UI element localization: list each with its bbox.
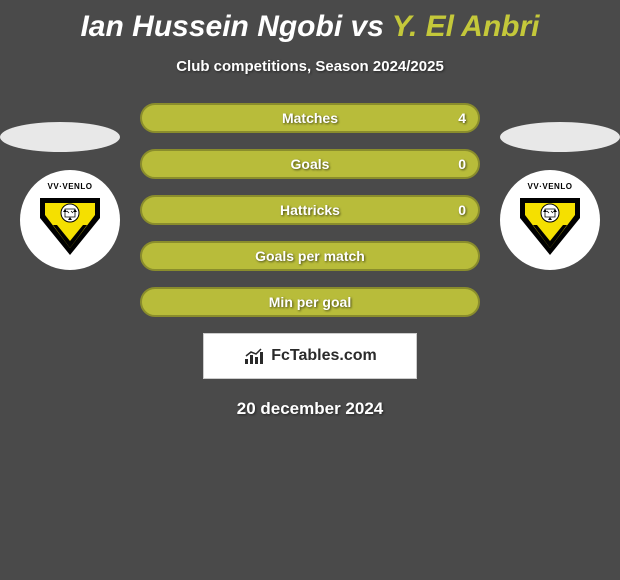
player1-club-badge: VV·VENLO bbox=[20, 170, 120, 270]
stat-label: Matches bbox=[282, 110, 338, 126]
chart-icon bbox=[243, 347, 265, 365]
player2-club-badge: VV·VENLO bbox=[500, 170, 600, 270]
stat-row-goals: Goals 0 bbox=[140, 149, 480, 179]
badge-shield bbox=[515, 193, 585, 258]
badge-circle: VV·VENLO bbox=[20, 170, 120, 270]
player2-ellipse bbox=[500, 122, 620, 152]
stat-row-matches: Matches 4 bbox=[140, 103, 480, 133]
fctables-attribution: FcTables.com bbox=[203, 333, 417, 379]
stat-label: Min per goal bbox=[269, 294, 351, 310]
player2-name: Y. El Anbri bbox=[392, 10, 540, 43]
stat-label: Goals bbox=[291, 156, 330, 172]
stat-value-right: 4 bbox=[458, 110, 466, 126]
stat-value-right: 0 bbox=[458, 202, 466, 218]
stat-row-goals-per-match: Goals per match bbox=[140, 241, 480, 271]
badge-club-text: VV·VENLO bbox=[528, 182, 573, 191]
badge-circle: VV·VENLO bbox=[500, 170, 600, 270]
vs-text: vs bbox=[351, 10, 384, 43]
badge-shield bbox=[35, 193, 105, 258]
fctables-label: FcTables.com bbox=[271, 347, 377, 365]
stats-container: Matches 4 Goals 0 Hattricks 0 Goals per … bbox=[140, 103, 480, 317]
stat-row-min-per-goal: Min per goal bbox=[140, 287, 480, 317]
subtitle: Club competitions, Season 2024/2025 bbox=[0, 58, 620, 75]
stat-value-right: 0 bbox=[458, 156, 466, 172]
stat-row-hattricks: Hattricks 0 bbox=[140, 195, 480, 225]
player1-ellipse bbox=[0, 122, 120, 152]
badge-club-text: VV·VENLO bbox=[48, 182, 93, 191]
stat-label: Hattricks bbox=[280, 202, 340, 218]
comparison-title: Ian Hussein Ngobi vs Y. El Anbri bbox=[0, 0, 620, 44]
stat-label: Goals per match bbox=[255, 248, 365, 264]
date-text: 20 december 2024 bbox=[0, 399, 620, 419]
player1-name: Ian Hussein Ngobi bbox=[80, 10, 342, 43]
